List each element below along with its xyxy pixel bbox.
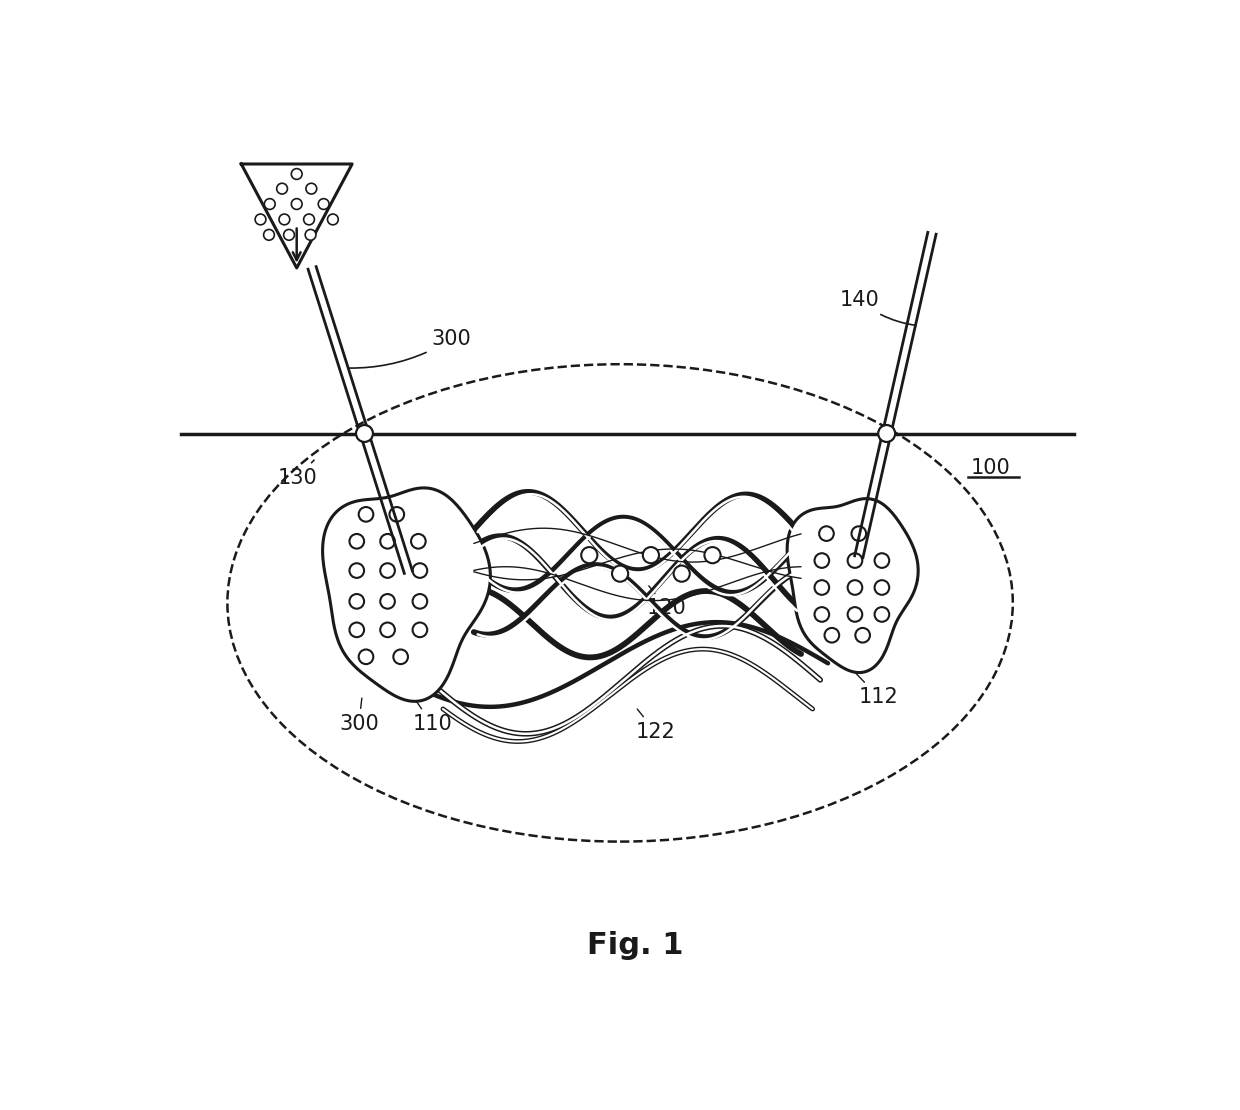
Text: 130: 130: [278, 461, 317, 487]
Circle shape: [413, 563, 428, 578]
Circle shape: [358, 649, 373, 664]
Circle shape: [284, 230, 294, 240]
Circle shape: [279, 214, 290, 225]
Circle shape: [613, 566, 629, 582]
Circle shape: [815, 581, 830, 595]
Ellipse shape: [227, 364, 1013, 841]
Circle shape: [350, 534, 365, 548]
Circle shape: [306, 183, 316, 194]
Polygon shape: [322, 488, 490, 702]
Circle shape: [264, 230, 274, 240]
Circle shape: [389, 507, 404, 522]
Text: 110: 110: [412, 697, 451, 734]
Polygon shape: [787, 498, 918, 673]
Circle shape: [673, 566, 689, 582]
Circle shape: [815, 553, 830, 568]
Circle shape: [874, 553, 889, 568]
Circle shape: [381, 623, 394, 637]
Circle shape: [413, 623, 428, 637]
Circle shape: [704, 547, 720, 563]
Circle shape: [255, 214, 265, 225]
Text: 112: 112: [853, 670, 899, 707]
Circle shape: [848, 553, 862, 568]
Text: 122: 122: [635, 709, 676, 741]
Circle shape: [413, 594, 428, 608]
Circle shape: [874, 607, 889, 622]
Polygon shape: [242, 164, 352, 268]
Circle shape: [264, 199, 275, 210]
Circle shape: [356, 425, 373, 442]
Circle shape: [381, 563, 394, 578]
Text: 300: 300: [350, 329, 471, 369]
Text: 120: 120: [647, 586, 687, 618]
Circle shape: [350, 623, 365, 637]
Circle shape: [350, 563, 365, 578]
Circle shape: [277, 183, 288, 194]
Circle shape: [304, 214, 315, 225]
Circle shape: [319, 199, 329, 210]
Circle shape: [820, 526, 833, 541]
Circle shape: [410, 534, 425, 548]
Circle shape: [874, 581, 889, 595]
Circle shape: [350, 594, 365, 608]
Text: Fig. 1: Fig. 1: [588, 931, 683, 960]
Circle shape: [305, 230, 316, 240]
Circle shape: [381, 594, 394, 608]
Circle shape: [393, 649, 408, 664]
Circle shape: [291, 169, 303, 180]
Circle shape: [852, 526, 866, 541]
Circle shape: [327, 214, 339, 225]
Text: 100: 100: [971, 458, 1011, 478]
Circle shape: [856, 628, 870, 643]
Circle shape: [642, 547, 658, 563]
Circle shape: [815, 607, 830, 622]
Circle shape: [848, 581, 862, 595]
Circle shape: [291, 199, 303, 210]
Circle shape: [878, 425, 895, 442]
Text: 300: 300: [339, 698, 378, 734]
Circle shape: [582, 547, 598, 563]
Text: 140: 140: [839, 291, 916, 325]
Circle shape: [358, 507, 373, 522]
Circle shape: [825, 628, 839, 643]
Circle shape: [381, 534, 394, 548]
Circle shape: [848, 607, 862, 622]
